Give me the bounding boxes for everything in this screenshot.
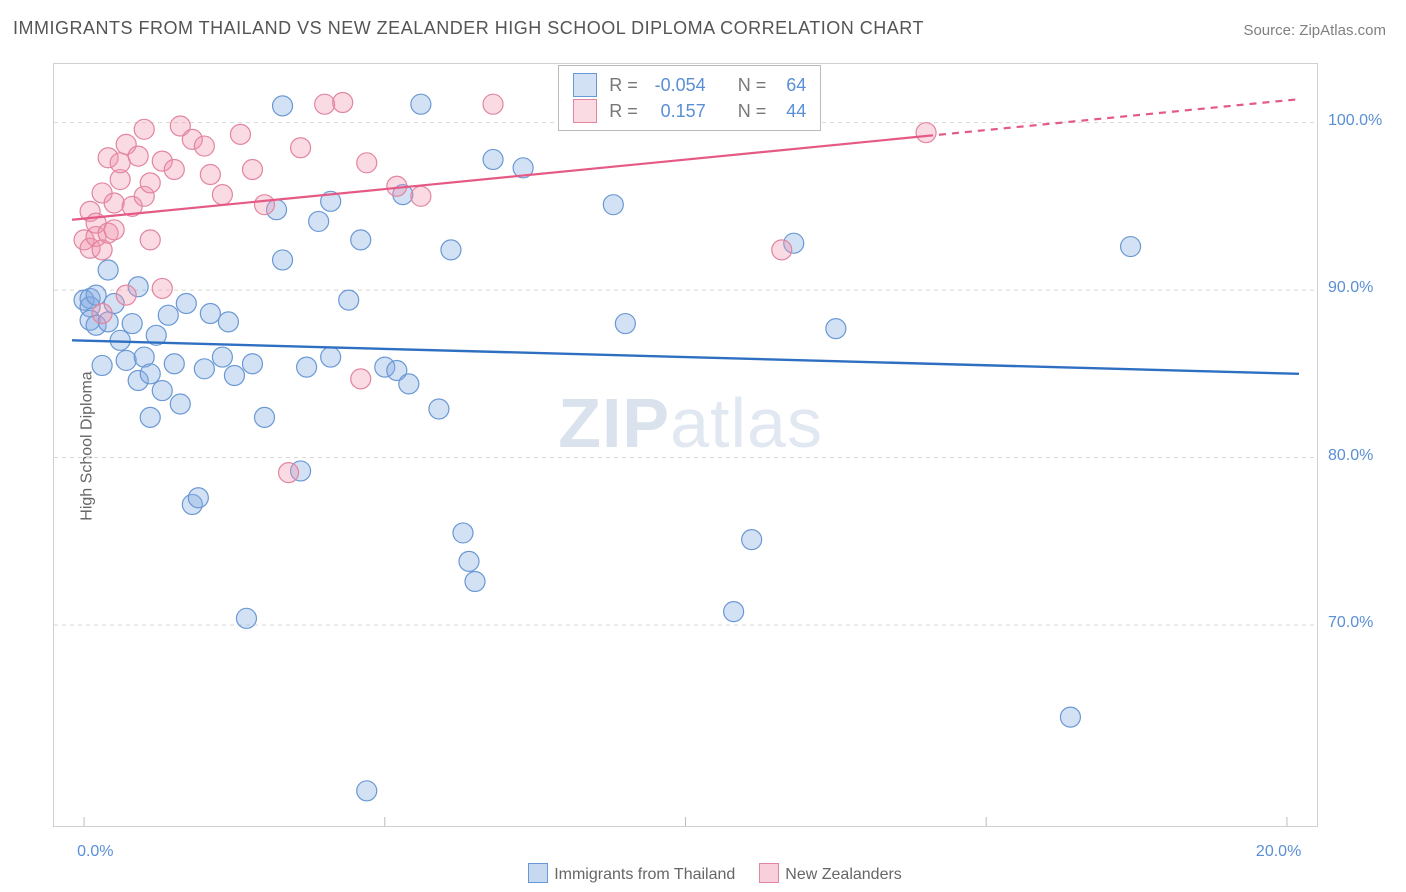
chart-container: IMMIGRANTS FROM THAILAND VS NEW ZEALANDE… [0,0,1406,892]
x-tick-label: 0.0% [77,843,113,861]
n-value: 64 [778,72,806,98]
legend-swatch [759,863,779,883]
n-value: 44 [778,98,806,124]
legend-swatch [573,73,597,97]
r-value: 0.157 [650,98,706,124]
r-value: -0.054 [650,72,706,98]
r-label: R = [609,98,638,124]
n-label: N = [738,98,767,124]
legend-stat-row: R = -0.054 N = 64 [573,72,806,98]
legend-label: Immigrants from Thailand [554,866,735,883]
r-label: R = [609,72,638,98]
series-legend: Immigrants from Thailand New Zealanders [0,863,1406,884]
y-tick-label: 80.0% [1328,447,1373,465]
x-tick-label: 20.0% [1256,843,1301,861]
legend-label: New Zealanders [785,866,902,883]
y-tick-label: 70.0% [1328,614,1373,632]
legend-swatch [528,863,548,883]
correlation-legend: R = -0.054 N = 64 R = 0.157 N = 44 [558,65,821,131]
y-tick-label: 100.0% [1328,112,1382,130]
source-label: Source: ZipAtlas.com [1243,22,1386,39]
legend-stat-row: R = 0.157 N = 44 [573,98,806,124]
legend-swatch [573,99,597,123]
chart-title: IMMIGRANTS FROM THAILAND VS NEW ZEALANDE… [13,18,924,39]
y-tick-label: 90.0% [1328,279,1373,297]
n-label: N = [738,72,767,98]
scatter-plot [53,63,1318,827]
